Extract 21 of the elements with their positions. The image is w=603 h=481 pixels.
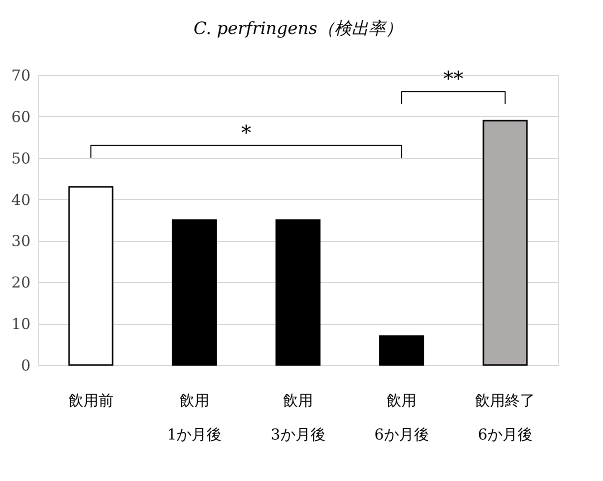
chart-title: C. perfringens（検出率）	[194, 19, 402, 39]
bar	[275, 219, 321, 366]
x-tick-label: 飲用終了 6か月後	[475, 392, 536, 444]
y-tick-label: 50	[11, 149, 30, 168]
y-tick-label: 20	[11, 274, 30, 292]
y-tick-label: 40	[11, 190, 30, 209]
y-tick-label: 10	[11, 315, 30, 334]
x-tick-label: 飲用 3か月後	[270, 392, 326, 444]
y-tick-label: 30	[11, 232, 30, 250]
bar	[68, 186, 114, 366]
y-tick-label: 70	[11, 66, 30, 84]
bar	[172, 219, 217, 366]
bar	[379, 335, 424, 366]
y-tick-label: 60	[11, 108, 30, 126]
x-tick-label: 飲用 1か月後	[167, 392, 222, 444]
y-tick-label: 0	[20, 356, 30, 374]
bar	[482, 120, 528, 366]
x-tick-label: 飲用前	[68, 392, 114, 410]
annotation: **	[443, 66, 464, 91]
x-tick-label: 飲用 6か月後	[374, 392, 429, 444]
annotation: *	[241, 120, 252, 144]
